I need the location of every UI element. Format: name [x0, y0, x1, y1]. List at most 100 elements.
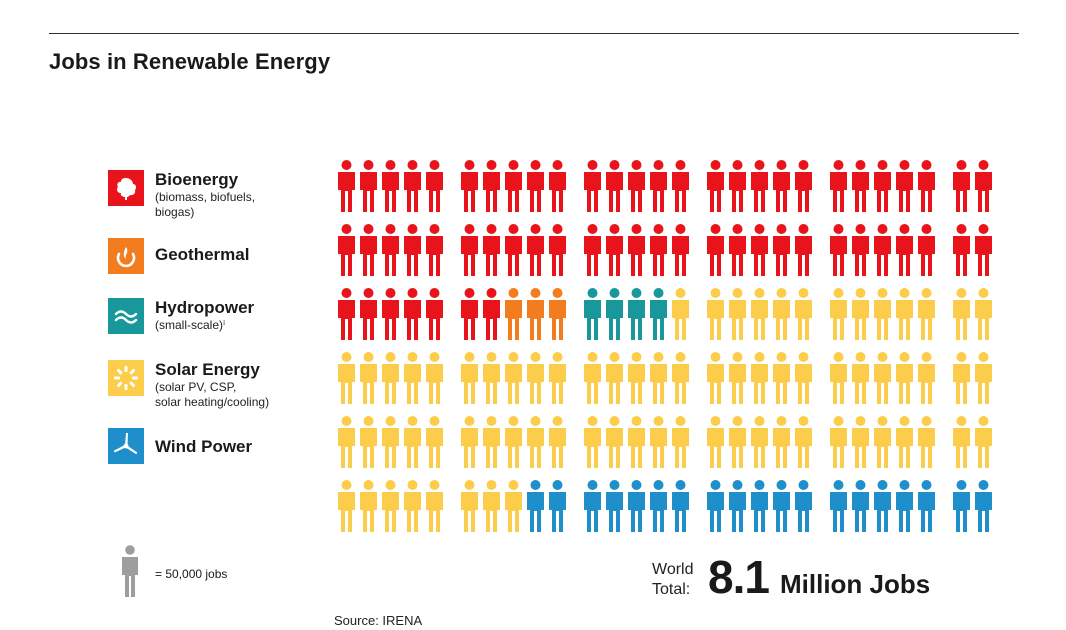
person-mark-bioenergy: [773, 224, 790, 276]
person-mark-bioenergy: [628, 160, 645, 212]
person-mark-wind-power: [896, 480, 913, 532]
person-mark-solar-energy: [975, 416, 992, 468]
person-mark-solar-energy: [729, 352, 746, 404]
person-mark-solar-energy: [382, 480, 399, 532]
person-mark-bioenergy: [549, 160, 566, 212]
person-mark-solar-energy: [896, 352, 913, 404]
person-mark-bioenergy: [975, 224, 992, 276]
legend-label: Bioenergy: [155, 170, 239, 189]
person-mark-bioenergy: [795, 224, 812, 276]
person-mark-bioenergy: [483, 160, 500, 212]
person-mark-bioenergy: [505, 224, 522, 276]
person-mark-bioenergy: [795, 160, 812, 212]
person-mark-wind-power: [729, 480, 746, 532]
person-mark-solar-energy: [852, 288, 869, 340]
person-mark-solar-energy: [338, 416, 355, 468]
person-mark-bioenergy: [874, 224, 891, 276]
person-mark-bioenergy: [874, 160, 891, 212]
person-mark-solar-energy: [404, 480, 421, 532]
total-label-line2: Total:: [652, 581, 691, 598]
person-mark-bioenergy: [382, 288, 399, 340]
person-mark-wind-power: [606, 480, 623, 532]
person-mark-bioenergy: [382, 224, 399, 276]
person-mark-solar-energy: [830, 288, 847, 340]
person-mark-solar-energy: [650, 416, 667, 468]
person-mark-wind-power: [874, 480, 891, 532]
person-mark-bioenergy: [382, 160, 399, 212]
person-mark-solar-energy: [382, 416, 399, 468]
person-mark-solar-energy: [729, 416, 746, 468]
person-mark-wind-power: [549, 480, 566, 532]
chart-title: Jobs in Renewable Energy: [49, 49, 331, 74]
person-mark-hydropower: [650, 288, 667, 340]
person-mark-solar-energy: [628, 416, 645, 468]
person-mark-solar-energy: [360, 416, 377, 468]
person-mark-solar-energy: [795, 288, 812, 340]
total-unit: Million Jobs: [780, 569, 931, 599]
key-text: = 50,000 jobs: [155, 567, 228, 581]
person-mark-bioenergy: [461, 224, 478, 276]
person-mark-solar-energy: [975, 288, 992, 340]
person-mark-bioenergy: [751, 160, 768, 212]
person-mark-bioenergy: [461, 288, 478, 340]
person-mark-bioenergy: [975, 160, 992, 212]
sun-icon: [108, 360, 144, 396]
person-mark-solar-energy: [338, 480, 355, 532]
person-mark-wind-power: [584, 480, 601, 532]
legend-sub: solar heating/cooling): [155, 395, 270, 409]
person-mark-bioenergy: [751, 224, 768, 276]
person-mark-bioenergy: [830, 224, 847, 276]
person-mark-solar-energy: [628, 352, 645, 404]
person-mark-solar-energy: [896, 288, 913, 340]
person-mark-solar-energy: [830, 416, 847, 468]
person-mark-wind-power: [953, 480, 970, 532]
person-mark-solar-energy: [773, 288, 790, 340]
person-mark-bioenergy: [527, 224, 544, 276]
person-mark-solar-energy: [707, 352, 724, 404]
person-mark-bioenergy: [584, 224, 601, 276]
person-mark-wind-power: [975, 480, 992, 532]
person-mark-solar-energy: [918, 288, 935, 340]
person-mark-wind-power: [628, 480, 645, 532]
person-mark-solar-energy: [751, 416, 768, 468]
person-mark-solar-energy: [404, 416, 421, 468]
person-mark-geothermal: [549, 288, 566, 340]
person-mark-bioenergy: [338, 224, 355, 276]
legend-label: Hydropower: [155, 298, 255, 317]
person-mark-bioenergy: [483, 288, 500, 340]
person-mark-solar-energy: [852, 352, 869, 404]
person-mark-solar-energy: [918, 352, 935, 404]
legend-label: Geothermal: [155, 245, 250, 264]
person-mark-solar-energy: [729, 288, 746, 340]
person-mark-bioenergy: [918, 224, 935, 276]
person-mark-wind-power: [672, 480, 689, 532]
person-mark-bioenergy: [426, 224, 443, 276]
person-mark-wind-power: [707, 480, 724, 532]
person-mark-solar-energy: [773, 352, 790, 404]
person-mark-solar-energy: [795, 352, 812, 404]
person-mark-wind-power: [918, 480, 935, 532]
legend-label: Solar Energy: [155, 360, 260, 379]
person-mark-solar-energy: [360, 480, 377, 532]
person-mark-solar-energy: [830, 352, 847, 404]
person-mark-solar-energy: [953, 288, 970, 340]
person-mark-solar-energy: [461, 416, 478, 468]
person-mark-solar-energy: [549, 416, 566, 468]
person-mark-solar-energy: [426, 352, 443, 404]
person-mark-bioenergy: [360, 288, 377, 340]
person-mark-wind-power: [751, 480, 768, 532]
person-mark-solar-energy: [549, 352, 566, 404]
person-mark-bioenergy: [953, 160, 970, 212]
legend-sub: (solar PV, CSP,: [155, 380, 237, 394]
person-mark-solar-energy: [672, 352, 689, 404]
person-mark-solar-energy: [404, 352, 421, 404]
person-mark-solar-energy: [751, 352, 768, 404]
waves-icon: [108, 298, 144, 334]
wind-turbine-icon: [108, 428, 144, 464]
person-mark-bioenergy: [404, 288, 421, 340]
person-mark-solar-energy: [896, 416, 913, 468]
person-mark-solar-energy: [505, 352, 522, 404]
source-note: Source: IRENA: [334, 613, 423, 628]
person-mark-bioenergy: [505, 160, 522, 212]
